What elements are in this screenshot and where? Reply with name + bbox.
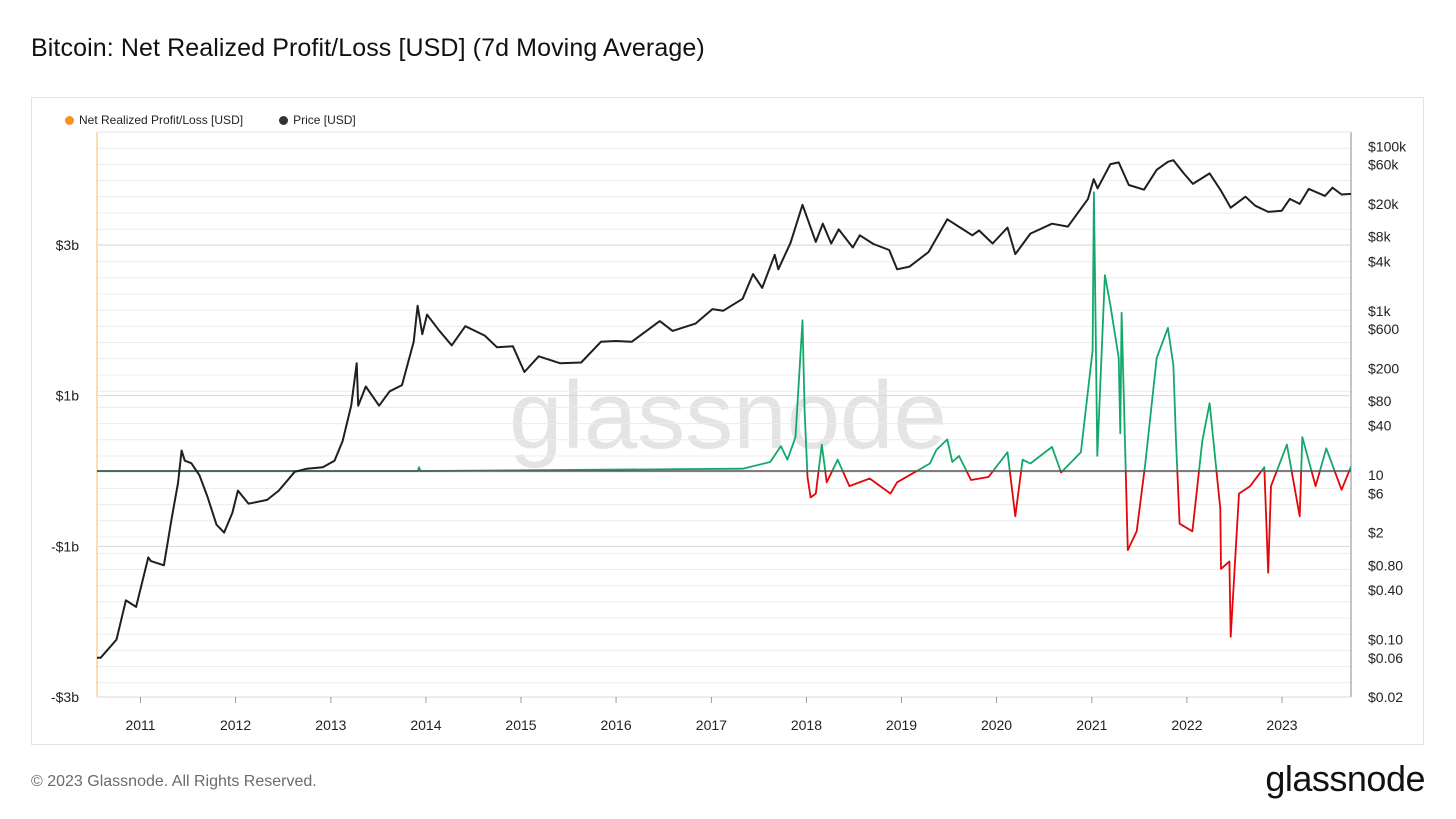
right-tick-label: $40 — [1368, 418, 1392, 434]
x-tick-label: 2011 — [125, 717, 155, 733]
x-tick-label: 2021 — [1076, 717, 1107, 733]
right-tick-label: $100k — [1368, 138, 1407, 154]
legend-item-price[interactable]: Price [USD] — [279, 113, 356, 127]
right-tick-label: $0.10 — [1368, 632, 1403, 648]
x-tick-label: 2019 — [886, 717, 917, 733]
right-tick-label: $6 — [1368, 485, 1384, 501]
x-tick-label: 2015 — [505, 717, 536, 733]
x-tick-label: 2018 — [791, 717, 822, 733]
nrpl-loss-line — [97, 471, 1351, 638]
x-tick-label: 2014 — [410, 717, 441, 733]
right-tick-label: $0.80 — [1368, 557, 1403, 573]
x-tick-label: 2017 — [696, 717, 727, 733]
series-layer — [97, 159, 1352, 659]
x-tick-label: 2023 — [1266, 717, 1297, 733]
right-tick-label: $1k — [1368, 303, 1392, 319]
legend-label-price: Price [USD] — [293, 113, 356, 127]
x-tick-label: 2020 — [981, 717, 1012, 733]
nrpl-profit-line — [97, 191, 1351, 471]
right-tick-label: $60k — [1368, 157, 1399, 173]
right-tick-label: $80 — [1368, 393, 1392, 409]
chart-panel — [31, 97, 1424, 745]
right-tick-label: $600 — [1368, 321, 1399, 337]
right-tick-label: $0.40 — [1368, 582, 1403, 598]
left-tick-label: $3b — [56, 237, 80, 253]
x-axis: 2011 2012 2013 2014 2015 2016 2017 2018 2019 2020… — [125, 697, 1298, 733]
copyright-text: © 2023 Glassnode. All Rights Reserved. — [31, 773, 317, 790]
legend-item-nrpl[interactable]: Net Realized Profit/Loss [USD] — [65, 113, 243, 127]
legend-swatch-price — [279, 115, 289, 125]
left-axis: $3b $1b -$1b -$3b — [51, 237, 1351, 705]
x-tick-label: 2016 — [600, 717, 631, 733]
x-tick-label: 2012 — [220, 717, 251, 733]
right-tick-label: 10 — [1368, 467, 1384, 483]
right-tick-label: $4k — [1368, 253, 1392, 269]
chart-title: Bitcoin: Net Realized Profit/Loss [USD] … — [31, 34, 705, 62]
x-tick-label: 2022 — [1171, 717, 1202, 733]
right-tick-label: $0.06 — [1368, 650, 1403, 666]
right-tick-label: $20k — [1368, 196, 1399, 212]
right-tick-label: $0.02 — [1368, 689, 1403, 705]
left-tick-label: $1b — [56, 388, 80, 404]
legend-swatch-nrpl — [65, 115, 74, 125]
brand-logo: glassnode — [1265, 758, 1425, 799]
right-tick-label: $200 — [1368, 360, 1399, 376]
watermark: glassnode — [509, 362, 947, 469]
right-tick-label: $8k — [1368, 229, 1392, 245]
price-line — [97, 159, 1352, 659]
right-axis: $100k $60k $20k $8k $4k $1k $600 $200 $80 $40 10 $6… — [1368, 138, 1407, 705]
x-tick-label: 2013 — [315, 717, 346, 733]
left-tick-label: -$1b — [51, 538, 79, 554]
left-tick-label: -$3b — [51, 689, 79, 705]
right-tick-label: $2 — [1368, 525, 1384, 541]
legend-label-nrpl: Net Realized Profit/Loss [USD] — [79, 113, 244, 127]
legend: Net Realized Profit/Loss [USD] Price [US… — [65, 113, 356, 127]
